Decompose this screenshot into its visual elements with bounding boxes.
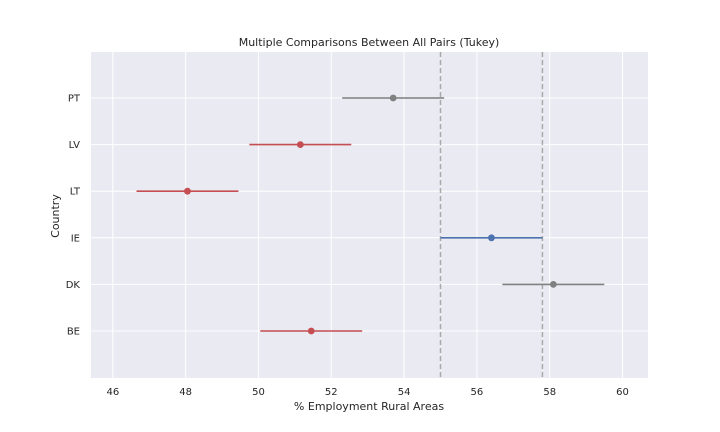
reference-lines <box>439 52 544 378</box>
y-tick-label: LT <box>70 187 81 198</box>
y-tick-labels: PT LV LT IE DK BE <box>66 94 81 338</box>
y-tick-label: DK <box>66 280 81 291</box>
y-tick-label: LV <box>69 140 80 151</box>
mean-point-lv <box>296 141 304 149</box>
mean-point-ie <box>488 234 495 242</box>
x-tick-label: 56 <box>471 387 484 398</box>
x-tick-label: 46 <box>106 387 119 398</box>
x-tick-label: 58 <box>543 387 556 398</box>
y-tick-label: PT <box>68 94 81 105</box>
mean-point-be <box>307 327 315 335</box>
x-tick-label: 54 <box>398 387 411 398</box>
x-tick-label: 48 <box>179 387 192 398</box>
mean-point-dk <box>549 281 557 288</box>
y-tick-label: BE <box>67 327 80 338</box>
x-tick-labels: 46 48 50 52 54 56 58 60 <box>106 387 628 398</box>
chart-title: Multiple Comparisons Between All Pairs (… <box>239 36 500 49</box>
x-tick-label: 60 <box>616 387 629 398</box>
mean-point-pt <box>389 94 397 102</box>
x-axis-label: % Employment Rural Areas <box>294 400 444 413</box>
x-tick-label: 52 <box>325 387 338 398</box>
mean-point-lt <box>184 187 191 195</box>
plot-background <box>91 52 648 378</box>
y-tick-label: IE <box>71 233 80 244</box>
interval-marks <box>136 94 605 335</box>
x-tick-label: 50 <box>252 387 265 398</box>
y-axis-label: Country <box>49 194 62 238</box>
